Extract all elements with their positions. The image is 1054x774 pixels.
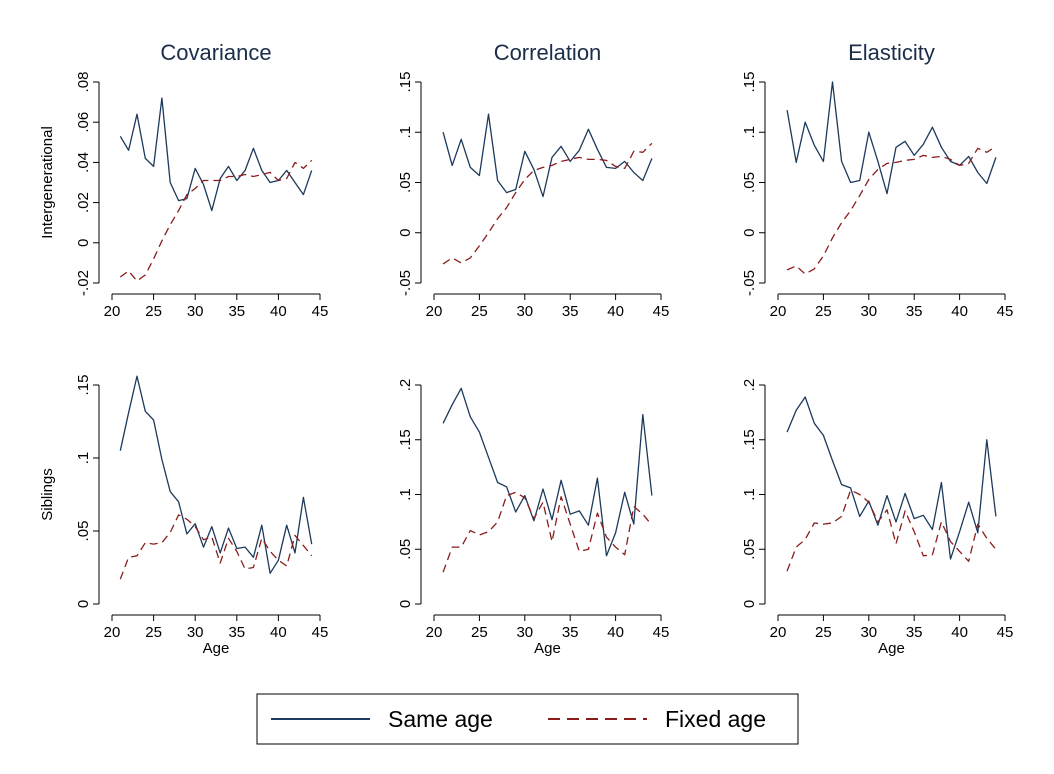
series-line-fixed-age bbox=[786, 489, 997, 572]
y-tick-label: -.02 bbox=[75, 270, 92, 296]
y-tick-label: .1 bbox=[397, 126, 414, 139]
y-tick-label: .15 bbox=[75, 375, 92, 396]
y-tick-label: 0 bbox=[75, 239, 92, 247]
x-tick-label: 20 bbox=[770, 624, 787, 641]
x-tick-label: 40 bbox=[607, 624, 624, 641]
x-tick-label: 45 bbox=[653, 624, 670, 641]
x-tick-label: 45 bbox=[312, 624, 329, 641]
y-tick-label: .05 bbox=[397, 172, 414, 193]
legend-same-age-label: Same age bbox=[388, 706, 493, 732]
x-tick-label: 35 bbox=[562, 624, 579, 641]
y-tick-label: .05 bbox=[397, 539, 414, 560]
x-tick-label: 30 bbox=[860, 624, 877, 641]
panel-1: Covariance -.02 0 .02 .04 .06 .08 Intergenerati… bbox=[39, 40, 328, 320]
y-tick-label: .04 bbox=[75, 152, 92, 173]
series-line-fixed-age bbox=[119, 514, 313, 580]
x-tick-label: 40 bbox=[951, 303, 968, 320]
x-tick-label: 35 bbox=[906, 303, 923, 320]
x-tick-label: 30 bbox=[860, 303, 877, 320]
y-tick-label: 0 bbox=[741, 600, 758, 608]
y-tick-label: .15 bbox=[741, 429, 758, 450]
y-tick-label: 0 bbox=[397, 229, 414, 237]
x-tick-label: 20 bbox=[426, 624, 443, 641]
y-axis-label: Siblings bbox=[39, 468, 56, 521]
x-tick-label: 25 bbox=[145, 624, 162, 641]
x-tick-label: 35 bbox=[228, 624, 245, 641]
y-tick-label: 0 bbox=[397, 600, 414, 608]
y-tick-label: .06 bbox=[75, 112, 92, 133]
x-tick-label: 40 bbox=[951, 624, 968, 641]
x-tick-label: 20 bbox=[104, 303, 121, 320]
panel-title: Elasticity bbox=[848, 40, 935, 65]
x-tick-label: 40 bbox=[607, 303, 624, 320]
x-tick-label: 45 bbox=[997, 303, 1014, 320]
panel-title: Correlation bbox=[494, 40, 602, 65]
x-tick-label: 20 bbox=[104, 624, 121, 641]
series-line-same-age bbox=[442, 387, 653, 557]
y-tick-label: 0 bbox=[75, 600, 92, 608]
panel-3: Elasticity -.05 0 .05 .1 .15 20 25 30 35 40 45 bbox=[741, 40, 1013, 320]
x-tick-label: 45 bbox=[997, 624, 1014, 641]
series-line-fixed-age bbox=[442, 142, 653, 265]
x-tick-label: 30 bbox=[516, 624, 533, 641]
y-tick-label: -.05 bbox=[741, 270, 758, 296]
panel-2: Correlation -.05 0 .05 .1 .15 20 25 30 35 40 45 bbox=[397, 40, 669, 320]
y-tick-label: .02 bbox=[75, 192, 92, 213]
y-tick-label: .05 bbox=[741, 172, 758, 193]
y-tick-label: .1 bbox=[75, 452, 92, 465]
x-tick-label: 35 bbox=[562, 303, 579, 320]
series-line-fixed-age bbox=[442, 491, 653, 573]
y-tick-label: .1 bbox=[741, 488, 758, 501]
series-line-same-age bbox=[442, 113, 653, 198]
x-tick-label: 30 bbox=[187, 303, 204, 320]
x-tick-label: 45 bbox=[653, 303, 670, 320]
y-tick-label: .15 bbox=[397, 429, 414, 450]
series-line-fixed-age bbox=[786, 145, 997, 275]
panel-5: 0 .05 .1 .15 .2 20 25 30 35 40 45 Age bbox=[397, 379, 669, 657]
x-axis-label: Age bbox=[534, 640, 561, 657]
x-tick-label: 20 bbox=[426, 303, 443, 320]
y-tick-label: .1 bbox=[397, 488, 414, 501]
x-axis-label: Age bbox=[203, 640, 230, 657]
panel-4: 0 .05 .1 .15 Siblings 20 25 30 35 40 45 Age bbox=[39, 375, 328, 657]
x-tick-label: 25 bbox=[145, 303, 162, 320]
x-tick-label: 30 bbox=[187, 624, 204, 641]
x-tick-label: 30 bbox=[516, 303, 533, 320]
series-line-same-age bbox=[786, 81, 997, 195]
x-axis-label: Age bbox=[878, 640, 905, 657]
y-axis-label: Intergenerational bbox=[39, 126, 56, 239]
y-tick-label: .2 bbox=[397, 379, 414, 392]
y-tick-label: .1 bbox=[741, 126, 758, 139]
series-line-same-age bbox=[786, 396, 997, 560]
x-tick-label: 40 bbox=[270, 624, 287, 641]
panel-6: 0 .05 .1 .15 .2 20 25 30 35 40 45 Age bbox=[741, 379, 1013, 657]
x-tick-label: 25 bbox=[815, 624, 832, 641]
x-tick-label: 25 bbox=[471, 303, 488, 320]
panel-title: Covariance bbox=[160, 40, 271, 65]
y-tick-label: .15 bbox=[397, 72, 414, 93]
legend-fixed-age-label: Fixed age bbox=[665, 706, 766, 732]
y-tick-label: .15 bbox=[741, 72, 758, 93]
y-tick-label: .2 bbox=[741, 379, 758, 392]
y-tick-label: .05 bbox=[741, 539, 758, 560]
y-tick-label: 0 bbox=[741, 229, 758, 237]
series-line-same-age bbox=[119, 97, 313, 212]
x-tick-label: 35 bbox=[228, 303, 245, 320]
y-tick-label: -.05 bbox=[397, 270, 414, 296]
y-tick-label: .05 bbox=[75, 521, 92, 542]
x-tick-label: 20 bbox=[770, 303, 787, 320]
series-line-fixed-age bbox=[119, 159, 313, 282]
legend: Same age Fixed age bbox=[256, 693, 799, 745]
x-tick-label: 25 bbox=[815, 303, 832, 320]
series-line-same-age bbox=[119, 375, 313, 574]
panels-group: Covariance -.02 0 .02 .04 .06 .08 Intergenerati… bbox=[39, 40, 1013, 657]
x-tick-label: 45 bbox=[312, 303, 329, 320]
y-tick-label: .08 bbox=[75, 72, 92, 93]
x-tick-label: 35 bbox=[906, 624, 923, 641]
x-tick-label: 40 bbox=[270, 303, 287, 320]
x-tick-label: 25 bbox=[471, 624, 488, 641]
